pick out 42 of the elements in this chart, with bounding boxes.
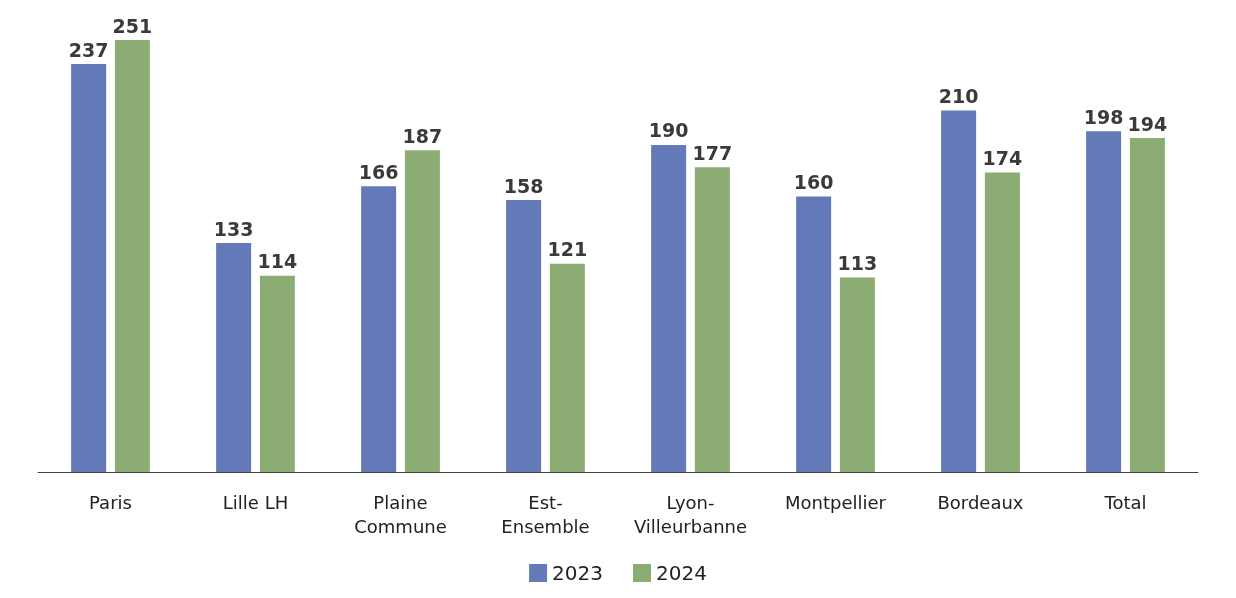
x-tick-label: Montpellier: [785, 491, 887, 513]
bar: [1129, 138, 1165, 472]
x-tick-label: Lille LH: [222, 491, 289, 513]
data-label: 158: [503, 174, 544, 197]
data-label: 133: [213, 217, 254, 240]
data-label: 166: [358, 160, 399, 183]
data-label: 177: [692, 141, 733, 164]
data-label: 237: [68, 38, 109, 61]
bar: [506, 200, 542, 472]
legend-label: 2023: [552, 561, 604, 585]
bar: [259, 275, 295, 472]
bar: [71, 64, 107, 472]
data-label: 174: [982, 147, 1023, 170]
x-tick-label: Plaine Commune: [354, 491, 447, 537]
bar: [549, 263, 585, 472]
bar: [361, 186, 397, 472]
data-label: 187: [402, 124, 443, 147]
data-label: 113: [837, 252, 878, 275]
bar: [796, 196, 832, 472]
data-label: 198: [1083, 105, 1124, 128]
data-label: 160: [793, 171, 834, 194]
bar: [839, 277, 875, 472]
legend-label: 2024: [656, 561, 707, 585]
bar: [984, 172, 1020, 472]
bar: [941, 110, 977, 472]
data-label: 114: [257, 250, 298, 273]
data-label: 194: [1127, 112, 1168, 135]
x-tick-label: Lyon-Villeurbanne: [633, 491, 748, 537]
bar: [1086, 131, 1122, 472]
x-tick-label: Est-Ensemble: [501, 491, 590, 537]
data-label: 210: [938, 85, 979, 108]
x-tick-label: Bordeaux: [937, 491, 1024, 513]
x-tick-label: Total: [1103, 491, 1147, 513]
data-label: 251: [112, 14, 153, 37]
bar: [694, 167, 730, 472]
x-tick-label: Paris: [89, 491, 132, 513]
bar: [651, 144, 687, 472]
data-label: 121: [547, 238, 588, 261]
bar: [114, 40, 150, 472]
bar: [216, 243, 252, 472]
data-label: 190: [648, 119, 689, 142]
bar: [404, 150, 440, 472]
